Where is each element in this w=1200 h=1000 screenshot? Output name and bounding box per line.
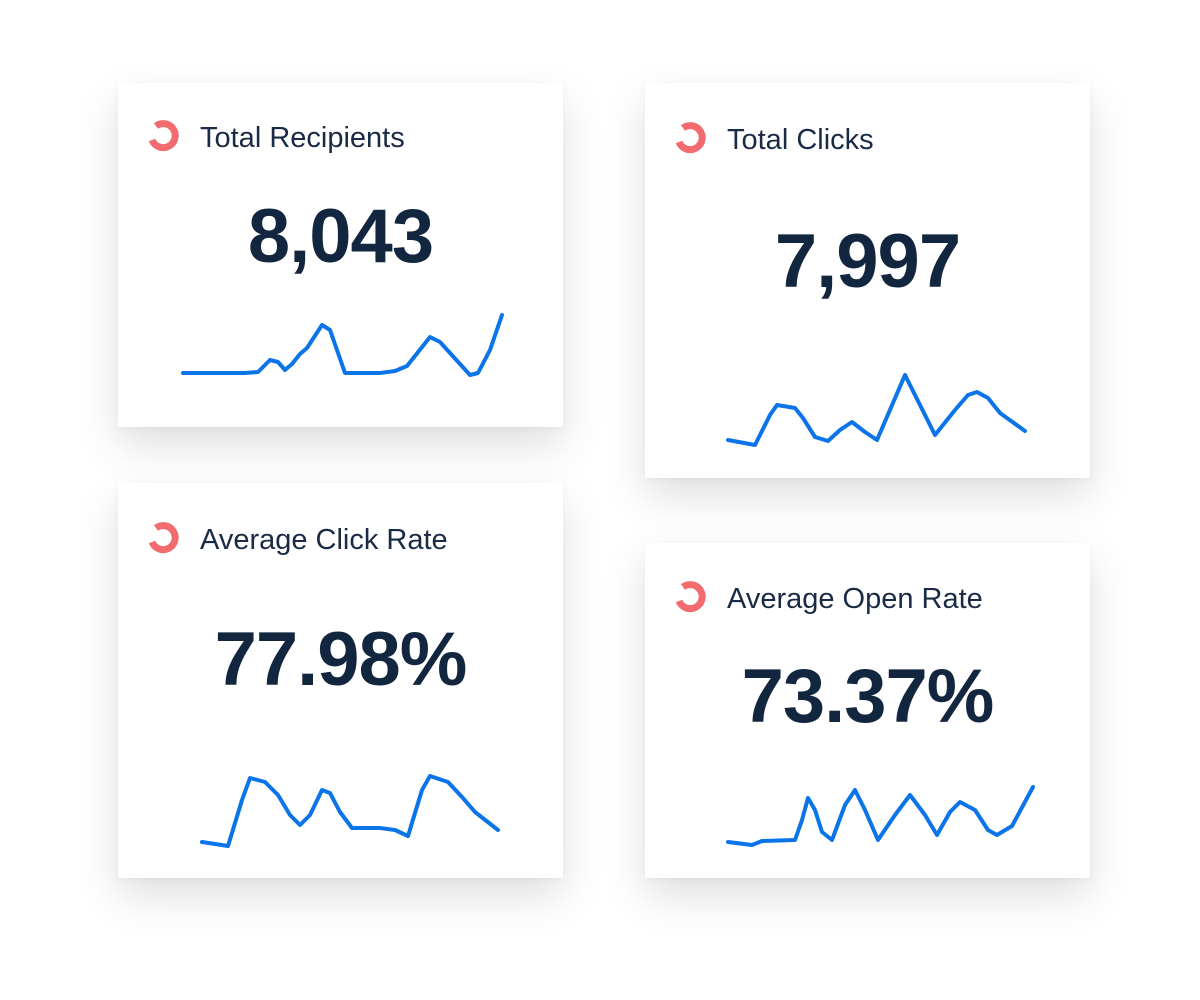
card-value: 8,043 [247, 194, 434, 279]
sparkline-path [726, 785, 1035, 847]
card-title: Average Open Rate [727, 583, 983, 615]
card-title: Total Clicks [727, 124, 874, 156]
card-value: 7,997 [774, 219, 961, 304]
card-average-click-rate: Average Click Rate 77.98% [118, 483, 563, 878]
sparkline-path [181, 313, 504, 377]
refresh-ring-icon [671, 118, 711, 163]
card-title: Average Click Rate [200, 524, 448, 556]
card-total-clicks: Total Clicks 7,997 [645, 83, 1090, 478]
card-average-open-rate: Average Open Rate 73.37% [645, 543, 1090, 878]
sparkline-path [726, 373, 1027, 447]
refresh-ring-icon [671, 577, 711, 622]
sparkline [726, 373, 1027, 447]
sparkline [726, 785, 1035, 847]
card-value: 73.37% [741, 654, 995, 739]
refresh-ring-icon [144, 116, 184, 161]
sparkline-path [200, 774, 500, 848]
refresh-ring-icon [144, 518, 184, 563]
card-value: 77.98% [214, 617, 468, 702]
sparkline [200, 774, 500, 848]
sparkline [181, 313, 504, 377]
card-total-recipients: Total Recipients 8,043 [118, 83, 563, 427]
card-title: Total Recipients [200, 122, 405, 154]
